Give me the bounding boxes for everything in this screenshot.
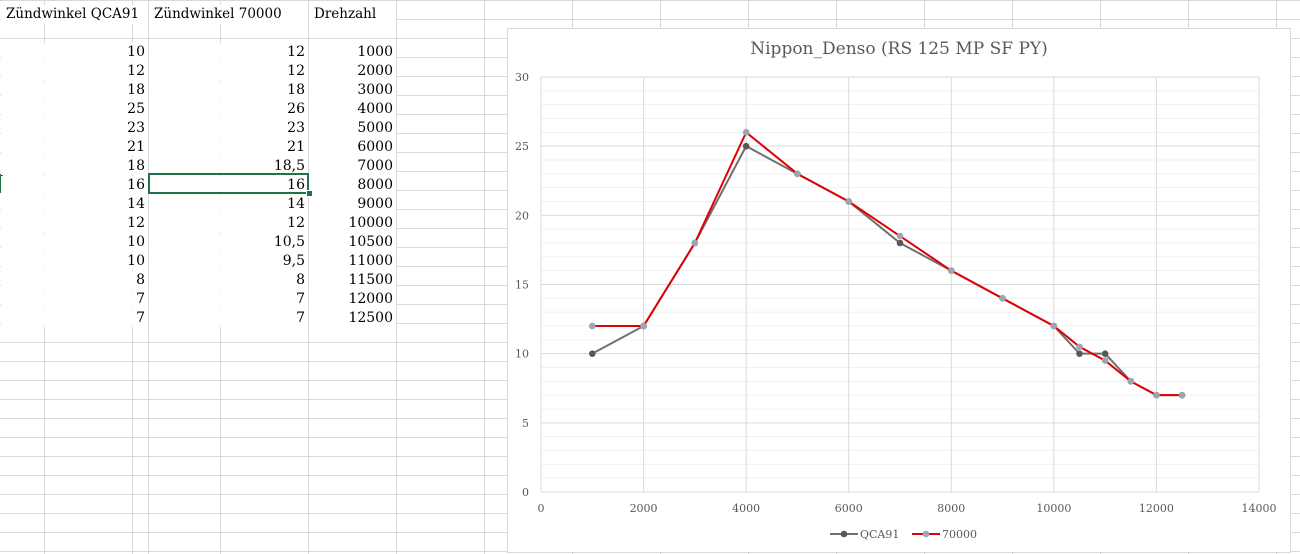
column-divider	[148, 0, 149, 554]
table-cell[interactable]: 7	[149, 290, 308, 308]
table-cell[interactable]: 7	[149, 309, 308, 327]
legend-label[interactable]: 70000	[942, 528, 977, 541]
table-cell[interactable]: 21	[149, 138, 308, 156]
fill-handle[interactable]	[306, 190, 313, 197]
y-tick-label: 25	[515, 140, 529, 153]
table-cell[interactable]: 23	[1, 119, 148, 137]
table-cell[interactable]: 10500	[309, 233, 396, 251]
x-tick-label: 0	[538, 502, 545, 515]
series-line-70000	[592, 130, 1183, 397]
data-point-qca91[interactable]	[1101, 350, 1109, 357]
legend-label[interactable]: QCA91	[860, 528, 899, 541]
table-cell[interactable]: 21	[1, 138, 148, 156]
table-cell[interactable]: 10	[1, 252, 148, 270]
table-cell[interactable]: 9000	[309, 195, 396, 213]
data-point-70000[interactable]	[896, 232, 904, 240]
data-point-70000[interactable]	[1153, 391, 1160, 399]
data-point-qca91[interactable]	[588, 350, 596, 357]
table-cell[interactable]: 7	[1, 290, 148, 308]
table-cell[interactable]: 11500	[309, 271, 396, 289]
data-point-70000[interactable]	[1076, 343, 1083, 351]
data-point-qca91[interactable]	[742, 142, 750, 150]
x-tick-label: 2000	[630, 502, 658, 515]
legend-marker	[840, 530, 848, 538]
table-cell[interactable]: 12	[149, 43, 308, 61]
table-cell[interactable]: 14	[149, 195, 308, 213]
table-cell[interactable]: 10	[1, 43, 148, 61]
table-cell[interactable]: 1000	[309, 43, 396, 61]
data-point-70000[interactable]	[588, 322, 596, 330]
header-cell[interactable]: Zündwinkel 70000	[149, 5, 308, 24]
header-cell[interactable]: Zündwinkel QCA91	[1, 5, 148, 24]
data-point-70000[interactable]	[1178, 391, 1186, 399]
column-divider	[396, 0, 397, 554]
table-cell[interactable]: 18	[1, 81, 148, 99]
header-cell[interactable]: Drehzahl	[309, 5, 396, 24]
table-cell[interactable]: 26	[149, 100, 308, 118]
active-cell-selection[interactable]	[148, 173, 309, 194]
table-cell[interactable]: 3000	[309, 81, 396, 99]
table-cell[interactable]: 10000	[309, 214, 396, 232]
column-divider	[308, 0, 309, 554]
table-cell[interactable]: 16	[1, 176, 148, 194]
table-cell[interactable]: 7000	[309, 157, 396, 175]
data-point-70000[interactable]	[1050, 322, 1058, 330]
legend-marker	[922, 530, 930, 538]
table-cell[interactable]: 2000	[309, 62, 396, 80]
table-cell[interactable]: 12000	[309, 290, 396, 308]
y-tick-label: 15	[515, 279, 529, 292]
table-cell[interactable]: 18	[149, 81, 308, 99]
table-cell[interactable]: 11000	[309, 252, 396, 270]
data-point-70000[interactable]	[947, 267, 955, 274]
data-point-70000[interactable]	[742, 129, 750, 136]
table-cell[interactable]: 23	[149, 119, 308, 137]
data-point-qca91[interactable]	[896, 239, 904, 247]
data-point-qca91[interactable]	[1076, 350, 1083, 357]
table-cell[interactable]: 8	[1, 271, 148, 289]
table-cell[interactable]: 10	[1, 233, 148, 251]
table-cell[interactable]: 10,5	[149, 233, 308, 251]
table-cell[interactable]: 12	[149, 214, 308, 232]
table-cell[interactable]: 5000	[309, 119, 396, 137]
table-cell[interactable]: 8000	[309, 176, 396, 194]
table-cell[interactable]: 12	[149, 62, 308, 80]
table-cell[interactable]: 25	[1, 100, 148, 118]
table-cell[interactable]: 18	[1, 157, 148, 175]
y-tick-label: 0	[522, 486, 529, 499]
data-point-70000[interactable]	[1101, 357, 1109, 364]
data-point-70000[interactable]	[640, 322, 647, 330]
table-cell[interactable]: 12	[1, 62, 148, 80]
table-cell[interactable]: 14	[1, 195, 148, 213]
table-cell[interactable]: 9,5	[149, 252, 308, 270]
table-cell[interactable]: 18,5	[149, 157, 308, 175]
chart-plot: 0 5 10 15 20 25 30 0 2000 4000 6000 8000 10000 12000 1…	[515, 71, 1277, 541]
y-tick-label: 10	[515, 348, 529, 361]
data-point-70000[interactable]	[999, 295, 1006, 302]
x-tick-label: 14000	[1242, 502, 1277, 515]
y-tick-label: 5	[522, 417, 529, 430]
x-tick-label: 12000	[1139, 502, 1174, 515]
chart-title: Nippon_Denso (RS 125 MP SF PY)	[750, 39, 1048, 59]
data-point-70000[interactable]	[794, 170, 801, 178]
data-point-70000[interactable]	[1127, 378, 1135, 385]
x-tick-label: 10000	[1036, 502, 1071, 515]
table-cell[interactable]: 16	[149, 176, 308, 194]
x-tick-label: 6000	[835, 502, 863, 515]
table-cell[interactable]: 12500	[309, 309, 396, 327]
x-tick-label: 4000	[732, 502, 760, 515]
y-tick-label: 20	[515, 209, 529, 222]
data-point-70000[interactable]	[845, 198, 853, 205]
data-point-70000[interactable]	[691, 239, 699, 247]
table-cell[interactable]: 7	[1, 309, 148, 327]
y-tick-label: 30	[515, 71, 529, 84]
table-cell[interactable]: 4000	[309, 100, 396, 118]
table-cell[interactable]: 12	[1, 214, 148, 232]
x-tick-label: 8000	[937, 502, 965, 515]
line-chart[interactable]: Nippon_Denso (RS 125 MP SF PY) 0 5 10 15 20 2…	[507, 28, 1291, 553]
table-cell[interactable]: 6000	[309, 138, 396, 156]
table-cell[interactable]: 8	[149, 271, 308, 289]
